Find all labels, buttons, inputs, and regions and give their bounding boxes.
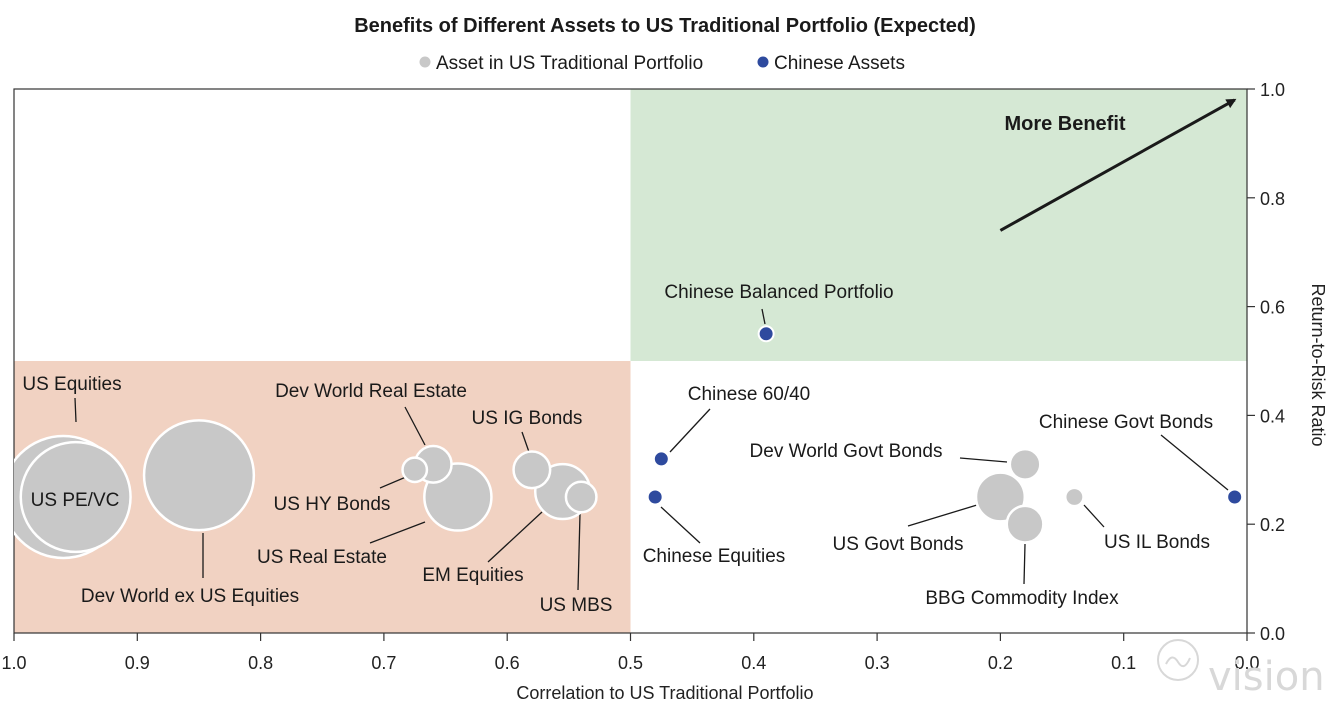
more-benefit-annotation: More Benefit bbox=[1004, 113, 1125, 135]
legend-label-us-traditional: Asset in US Traditional Portfolio bbox=[436, 53, 703, 74]
x-axis-label: Correlation to US Traditional Portfolio bbox=[516, 683, 813, 703]
x-tick-label: 0.0 bbox=[1234, 653, 1259, 673]
data-points bbox=[14, 325, 1244, 560]
label-dev-world-govt-bonds: Dev World Govt Bonds bbox=[750, 441, 943, 462]
x-tick-label: 0.2 bbox=[988, 653, 1013, 673]
point-chinese-govt-bonds bbox=[1226, 488, 1244, 506]
watermark-text: vision bbox=[1208, 654, 1325, 700]
leader-em-equities bbox=[487, 511, 543, 563]
label-dev-world-real-estate: Dev World Real Estate bbox=[275, 381, 467, 402]
legend-marker-us-traditional bbox=[419, 56, 431, 68]
label-us-govt-bonds: US Govt Bonds bbox=[833, 534, 964, 555]
label-us-mbs: US MBS bbox=[540, 595, 613, 616]
benefit-regions bbox=[14, 89, 1247, 633]
y-tick-label: 0.4 bbox=[1260, 406, 1285, 426]
point-bbg-commodity-index bbox=[1005, 504, 1045, 544]
watermark-logo-mark-icon bbox=[1165, 656, 1191, 668]
label-dev-world-ex-us-equities: Dev World ex US Equities bbox=[81, 586, 299, 607]
point-dev-world-ex-us-equities bbox=[142, 419, 256, 532]
point-labels: US Equities US PE/VC Dev World ex US Equit… bbox=[22, 282, 1213, 616]
label-chinese-60-40: Chinese 60/40 bbox=[688, 384, 811, 405]
y-tick-label: 1.0 bbox=[1260, 80, 1285, 100]
x-tick-label: 0.3 bbox=[865, 653, 890, 673]
legend-marker-chinese bbox=[757, 56, 769, 68]
point-us-hy-bonds bbox=[401, 456, 429, 484]
x-tick-label: 0.9 bbox=[125, 653, 150, 673]
leader-dev-world-govt-bonds bbox=[959, 457, 1008, 463]
more-benefit-zone bbox=[630, 89, 1247, 361]
label-us-ig-bonds: US IG Bonds bbox=[472, 408, 583, 429]
point-us-il-bonds bbox=[1063, 486, 1085, 508]
label-us-pe-vc: US PE/VC bbox=[31, 490, 120, 511]
label-us-real-estate: US Real Estate bbox=[257, 547, 387, 568]
leader-lines bbox=[74, 308, 1229, 591]
label-chinese-govt-bonds: Chinese Govt Bonds bbox=[1039, 412, 1213, 433]
leader-dev-world-real-estate bbox=[404, 406, 426, 446]
watermark-logo-icon bbox=[1157, 639, 1199, 681]
watermark: vision bbox=[1157, 639, 1325, 700]
legend-label-chinese: Chinese Assets bbox=[774, 53, 905, 74]
label-chinese-balanced-portfolio: Chinese Balanced Portfolio bbox=[664, 282, 893, 303]
point-us-mbs bbox=[564, 480, 598, 514]
leader-us-mbs bbox=[577, 513, 581, 591]
point-chinese-60-40 bbox=[652, 450, 670, 468]
leader-us-equities bbox=[74, 397, 77, 423]
leader-us-il-bonds bbox=[1083, 504, 1105, 528]
label-us-hy-bonds: US HY Bonds bbox=[274, 494, 391, 515]
label-chinese-equities: Chinese Equities bbox=[643, 546, 786, 567]
legend: Asset in US Traditional Portfolio Chines… bbox=[419, 53, 905, 74]
label-bbg-commodity-index: BBG Commodity Index bbox=[925, 588, 1119, 609]
x-tick-label: 1.0 bbox=[1, 653, 26, 673]
point-chinese-equities bbox=[646, 488, 664, 506]
point-us-pe-vc bbox=[19, 440, 132, 554]
x-tick-label: 0.7 bbox=[371, 653, 396, 673]
leader-us-ig-bonds bbox=[521, 431, 530, 453]
y-tick-label: 0.2 bbox=[1260, 515, 1285, 535]
y-tick-label: 0.8 bbox=[1260, 189, 1285, 209]
leader-chinese-60-40 bbox=[669, 408, 711, 453]
point-dev-world-govt-bonds bbox=[1008, 447, 1042, 481]
more-benefit-arrow bbox=[999, 98, 1237, 232]
y-tick-label: 0.6 bbox=[1260, 298, 1285, 318]
leader-us-real-estate bbox=[369, 521, 426, 544]
leader-chinese-equities bbox=[660, 506, 701, 544]
x-tick-label: 0.1 bbox=[1111, 653, 1136, 673]
x-tick-label: 0.6 bbox=[495, 653, 520, 673]
leader-chinese-balanced-portfolio bbox=[761, 308, 766, 325]
point-chinese-balanced-portfolio bbox=[757, 325, 775, 343]
chart-title: Benefits of Different Assets to US Tradi… bbox=[354, 15, 976, 37]
y-tick-label: 0.0 bbox=[1260, 624, 1285, 644]
x-tick-label: 0.8 bbox=[248, 653, 273, 673]
x-axis: 1.0 0.9 0.8 0.7 0.6 0.5 0.4 0.3 0.2 0.1 0.0 bbox=[1, 633, 1260, 673]
leader-chinese-govt-bonds bbox=[1160, 434, 1229, 491]
leader-us-govt-bonds bbox=[907, 504, 978, 527]
y-axis-label: Return-to-Risk Ratio bbox=[1308, 283, 1328, 446]
label-us-il-bonds: US IL Bonds bbox=[1104, 532, 1210, 553]
x-tick-label: 0.4 bbox=[741, 653, 766, 673]
y-axis: 0.0 0.2 0.4 0.6 0.8 1.0 bbox=[1247, 80, 1285, 644]
leader-bbg-commodity-index bbox=[1023, 543, 1026, 585]
point-us-ig-bonds bbox=[512, 450, 552, 490]
label-us-equities: US Equities bbox=[22, 374, 121, 395]
x-tick-label: 0.5 bbox=[618, 653, 643, 673]
label-em-equities: EM Equities bbox=[422, 565, 523, 586]
